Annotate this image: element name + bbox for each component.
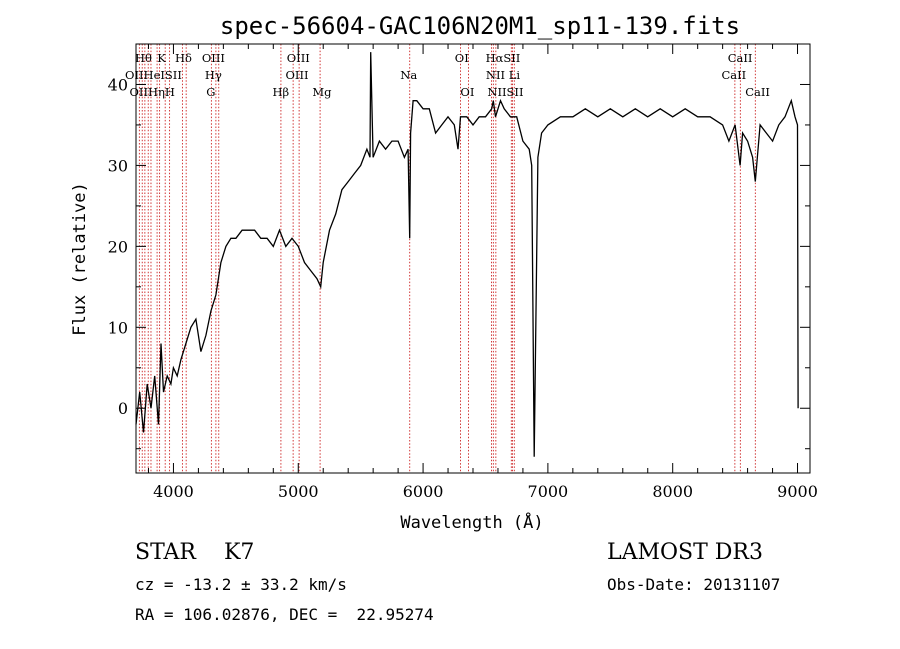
x-tick-label: 6000: [403, 482, 444, 501]
y-tick-label: 30: [108, 156, 128, 175]
y-tick-label: 10: [108, 318, 128, 337]
line-marker-layer: [138, 44, 756, 473]
y-tick-label: 0: [118, 399, 128, 418]
spectral-line-label: OI: [460, 85, 474, 99]
x-tick-label: 9000: [777, 482, 818, 501]
spectral-line-label: OI: [455, 51, 469, 65]
survey-name: LAMOST DR3: [607, 540, 763, 565]
spectral-line-label: NII Li: [486, 68, 520, 82]
spectral-line-label: G: [206, 85, 215, 99]
spectral-line-label: Hδ: [175, 51, 192, 65]
spectral-line-label: Hβ: [272, 85, 289, 99]
spectral-line-label: OIII: [287, 51, 310, 65]
x-tick-label: 8000: [652, 482, 693, 501]
spectral-line-label: NIISII: [487, 85, 523, 99]
spectral-line-label: Hγ: [205, 68, 222, 82]
x-tick-label: 7000: [528, 482, 569, 501]
x-tick-label: 5000: [278, 482, 319, 501]
spectral-line-label: Na: [400, 68, 417, 82]
spectral-line-label: CaII: [728, 51, 753, 65]
spectrum-series-line: [135, 52, 799, 457]
redshift-readout: cz = -13.2 ± 33.2 km/s: [135, 575, 347, 594]
spectral-line-label: K: [157, 51, 166, 65]
y-axis-label: Flux (relative): [70, 182, 90, 336]
y-tick-label: 40: [108, 75, 128, 94]
spectral-line-label: OIII: [285, 68, 308, 82]
spectral-line-label: OIII: [202, 51, 225, 65]
coordinates: RA = 106.02876, DEC = 22.95274: [135, 605, 434, 624]
spectral-line-label: Hθ: [135, 51, 152, 65]
chart-title: spec-56604-GAC106N20M1_sp11-139.fits: [220, 12, 740, 40]
object-class: STAR K7: [135, 540, 255, 565]
spectral-line-label: CaII: [721, 68, 746, 82]
y-tick-label: 20: [108, 237, 128, 256]
spectral-line-label: OIIHeISII: [125, 68, 182, 82]
x-axis-label: Wavelength (Å): [400, 511, 543, 533]
plot-frame: [135, 43, 811, 474]
spectral-line-label: CaII: [745, 85, 770, 99]
spectral-line-label: OIIHηH: [129, 85, 174, 99]
spectral-line-label: Mg: [312, 85, 332, 99]
axis-ticks: 4000 5000 6000 7000 8000 9000 0 10 20 30 40: [108, 43, 818, 501]
obs-date: Obs-Date: 20131107: [607, 575, 781, 594]
x-tick-label: 4000: [153, 482, 194, 501]
spectral-line-label: HαSII: [486, 51, 521, 65]
spectral-line-labels: Hθ K Hδ OIII OIII OI HαSII CaII OIIHeISII Hγ OIII N…: [125, 51, 770, 99]
